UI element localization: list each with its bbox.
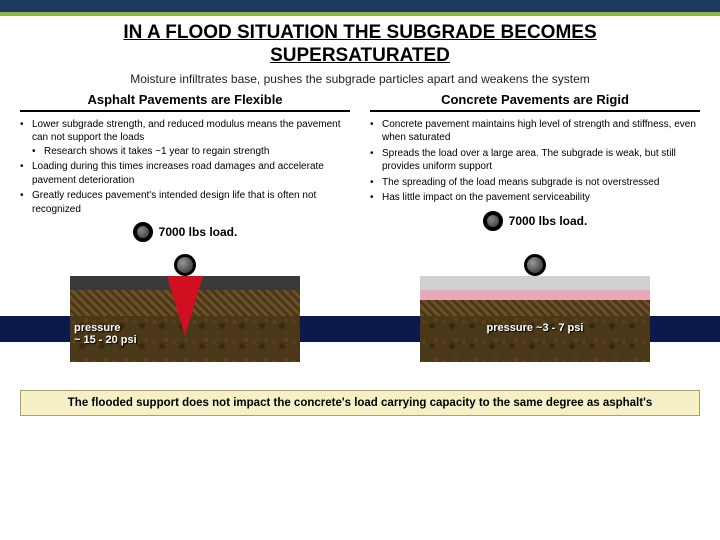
concrete-diagram: pressure ~3 - 7 psi — [370, 246, 700, 376]
page-subtitle: Moisture infiltrates base, pushes the su… — [0, 72, 720, 86]
pink-support-layer — [420, 290, 650, 300]
right-load-label: 7000 lbs load. — [370, 211, 700, 231]
columns: Asphalt Pavements are Flexible Lower sub… — [0, 92, 720, 243]
left-heading: Asphalt Pavements are Flexible — [20, 92, 350, 112]
page-title: IN A FLOOD SITUATION THE SUBGRADE BECOME… — [0, 22, 720, 68]
sub-bullet: Research shows it takes ~1 year to regai… — [32, 145, 350, 159]
diagrams-row: pressure ~ 15 - 20 psi pressure ~3 - 7 p… — [0, 246, 720, 376]
right-column: Concrete Pavements are Rigid Concrete pa… — [370, 92, 700, 243]
wheel-icon — [133, 222, 153, 242]
base-layer — [420, 300, 650, 316]
left-pressure-label: pressure ~ 15 - 20 psi — [74, 322, 137, 346]
bullet: Greatly reduces pavement's intended desi… — [20, 189, 350, 216]
failure-cone-icon — [167, 276, 203, 336]
footer-callout: The flooded support does not impact the … — [20, 390, 700, 416]
wheel-icon — [174, 254, 196, 276]
concrete-surface — [420, 276, 650, 290]
left-load-label: 7000 lbs load. — [20, 222, 350, 242]
load-text: 7000 lbs load. — [509, 214, 588, 228]
bullet: Has little impact on the pavement servic… — [370, 191, 700, 205]
load-text: 7000 lbs load. — [159, 225, 238, 239]
bullet: Lower subgrade strength, and reduced mod… — [20, 118, 350, 159]
bullet: The spreading of the load means subgrade… — [370, 176, 700, 190]
bullet: Spreads the load over a large area. The … — [370, 147, 700, 174]
right-pressure-label: pressure ~3 - 7 psi — [370, 322, 700, 334]
left-bullets: Lower subgrade strength, and reduced mod… — [20, 118, 350, 217]
bullet: Loading during this times increases road… — [20, 160, 350, 187]
asphalt-diagram: pressure ~ 15 - 20 psi — [20, 246, 350, 376]
bullet: Concrete pavement maintains high level o… — [370, 118, 700, 145]
left-column: Asphalt Pavements are Flexible Lower sub… — [20, 92, 350, 243]
wheel-icon — [483, 211, 503, 231]
wheel-icon — [524, 254, 546, 276]
top-bar — [0, 0, 720, 16]
right-bullets: Concrete pavement maintains high level o… — [370, 118, 700, 205]
bullet-text: Lower subgrade strength, and reduced mod… — [32, 119, 341, 144]
right-heading: Concrete Pavements are Rigid — [370, 92, 700, 112]
